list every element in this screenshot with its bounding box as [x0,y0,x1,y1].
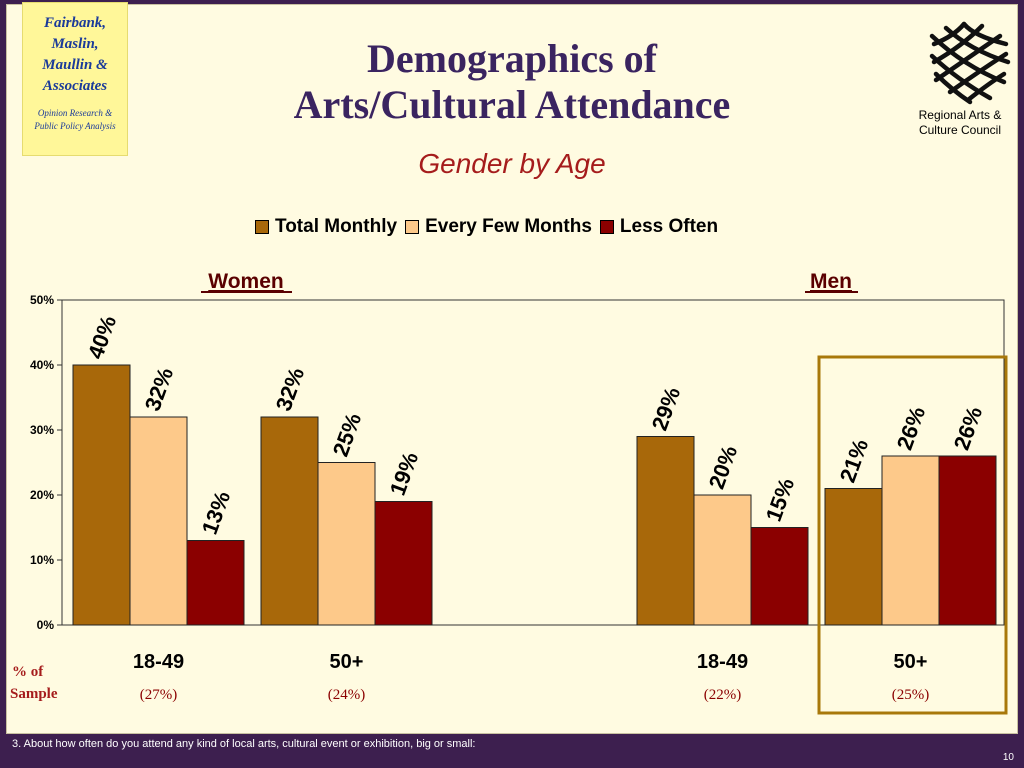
slide-subtitle: Gender by Age [418,148,606,179]
x-category-label: 50+ [330,651,364,673]
data-label: 32% [140,364,179,414]
legend-swatch-every-few-months [405,220,420,234]
fairbank-logo-tagline: Opinion Research & Public Policy Analysi… [34,108,116,131]
data-label: 19% [385,449,424,499]
x-category-label: 18-49 [133,651,184,673]
racc-logo-text: Regional Arts & Culture Council [918,108,1002,137]
data-label: 20% [704,442,743,492]
legend-label-total-monthly: Total Monthly [275,216,398,237]
y-tick-label: 40% [30,358,54,372]
highlight-box-men-50plus [817,355,1008,715]
footnote: 3. About how often do you attend any kin… [12,738,476,750]
bar [693,494,752,626]
y-tick-label: 30% [30,423,54,437]
data-label: 21% [835,436,874,486]
chart-legend: Total Monthly Every Few Months Less Ofte… [255,216,726,238]
bar [72,364,131,626]
legend-item-less-often: Less Often [599,216,719,238]
y-tick-label: 10% [30,553,54,567]
sample-share-label: (24%) [328,687,366,703]
legend-item-total-monthly: Total Monthly [255,216,397,238]
data-label: 32% [271,364,310,414]
plot-area [61,299,1005,626]
data-label: 29% [647,384,686,434]
page-number: 10 [1002,752,1014,763]
data-label: 26% [892,403,931,453]
data-label: 13% [197,488,236,538]
y-tick-label: 0% [37,618,55,632]
sample-label-line1: % of [12,664,44,680]
y-tick-label: 50% [30,293,54,307]
legend-swatch-less-often [599,220,614,234]
x-category-label: 18-49 [697,651,748,673]
bar [186,540,245,626]
footer: 3. About how often do you attend any kin… [0,736,1024,768]
data-label: 26% [949,403,988,453]
group-label-men: Men [810,270,852,293]
fairbank-logo-name: Fairbank, Maslin, Maullin & Associates [42,15,108,94]
woven-lattice-logo-icon [929,21,1011,105]
legend-item-every-few-months: Every Few Months [405,216,592,238]
bar [636,436,695,626]
data-label: 40% [83,312,122,362]
bar [881,455,940,626]
data-label: 25% [328,410,367,460]
group-label-women: Women [208,270,283,293]
legend-label-every-few-months: Every Few Months [425,216,592,237]
data-label: 15% [761,475,800,525]
legend-label-less-often: Less Often [619,216,719,237]
bar [824,488,883,626]
bar [260,416,319,626]
bar [938,455,997,626]
sample-share-label: (22%) [704,687,742,703]
bar [374,501,433,626]
y-tick-label: 20% [30,488,54,502]
sample-label-line2: Sample [10,686,58,702]
x-category-label: 50+ [894,651,928,673]
legend-swatch-total-monthly [255,220,269,234]
bar [129,416,188,626]
sample-share-label: (27%) [140,687,178,703]
bar [317,462,376,626]
fairbank-logo-box: Fairbank, Maslin, Maullin & Associates O… [22,2,128,156]
slide-title: Demographics of Arts/Cultural Attendance [293,36,731,127]
sample-share-label: (25%) [892,687,930,703]
bar [750,527,809,626]
